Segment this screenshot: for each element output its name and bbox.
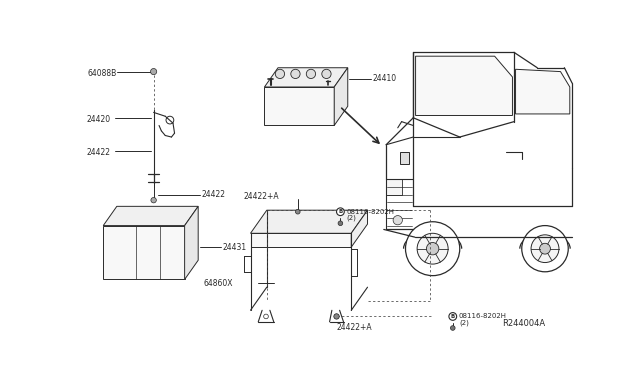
Circle shape [264,314,268,319]
Circle shape [166,116,174,124]
Text: 24422: 24422 [86,148,110,157]
Circle shape [338,221,343,225]
Text: 08116-8202H: 08116-8202H [459,314,507,320]
Text: 24422: 24422 [202,190,226,199]
Circle shape [406,222,460,276]
Polygon shape [351,210,367,247]
Circle shape [275,69,285,78]
Text: 24422+A: 24422+A [244,192,279,201]
Circle shape [150,68,157,75]
Text: (2): (2) [459,319,469,326]
Circle shape [334,314,339,319]
Text: 64860X: 64860X [204,279,234,288]
Polygon shape [103,206,198,225]
Circle shape [531,235,559,263]
Text: 24420: 24420 [86,115,110,124]
Circle shape [522,225,568,272]
Text: B: B [339,209,342,214]
Circle shape [307,69,316,78]
Circle shape [426,243,439,255]
Text: R244004A: R244004A [502,319,545,328]
Text: B: B [451,314,455,319]
Polygon shape [184,206,198,279]
Circle shape [393,216,403,225]
Polygon shape [250,233,351,247]
Polygon shape [400,153,410,164]
Polygon shape [386,179,402,195]
Circle shape [417,233,448,264]
Text: 08116-8202H: 08116-8202H [347,209,395,215]
Circle shape [151,198,156,203]
Text: 24422+A: 24422+A [337,323,372,332]
Polygon shape [264,87,334,125]
Polygon shape [103,225,184,279]
Polygon shape [334,68,348,125]
Text: 24410: 24410 [372,74,397,83]
Circle shape [291,69,300,78]
Circle shape [337,208,344,216]
Text: (2): (2) [347,215,356,221]
Polygon shape [516,69,570,114]
Circle shape [451,326,455,330]
Text: 24431: 24431 [223,243,247,251]
Circle shape [322,69,331,78]
Circle shape [334,314,339,319]
Text: 64088B: 64088B [88,68,117,78]
Polygon shape [264,68,348,87]
Circle shape [296,209,300,214]
Polygon shape [415,56,513,115]
Polygon shape [250,210,367,233]
Circle shape [449,312,457,320]
Circle shape [540,243,550,254]
